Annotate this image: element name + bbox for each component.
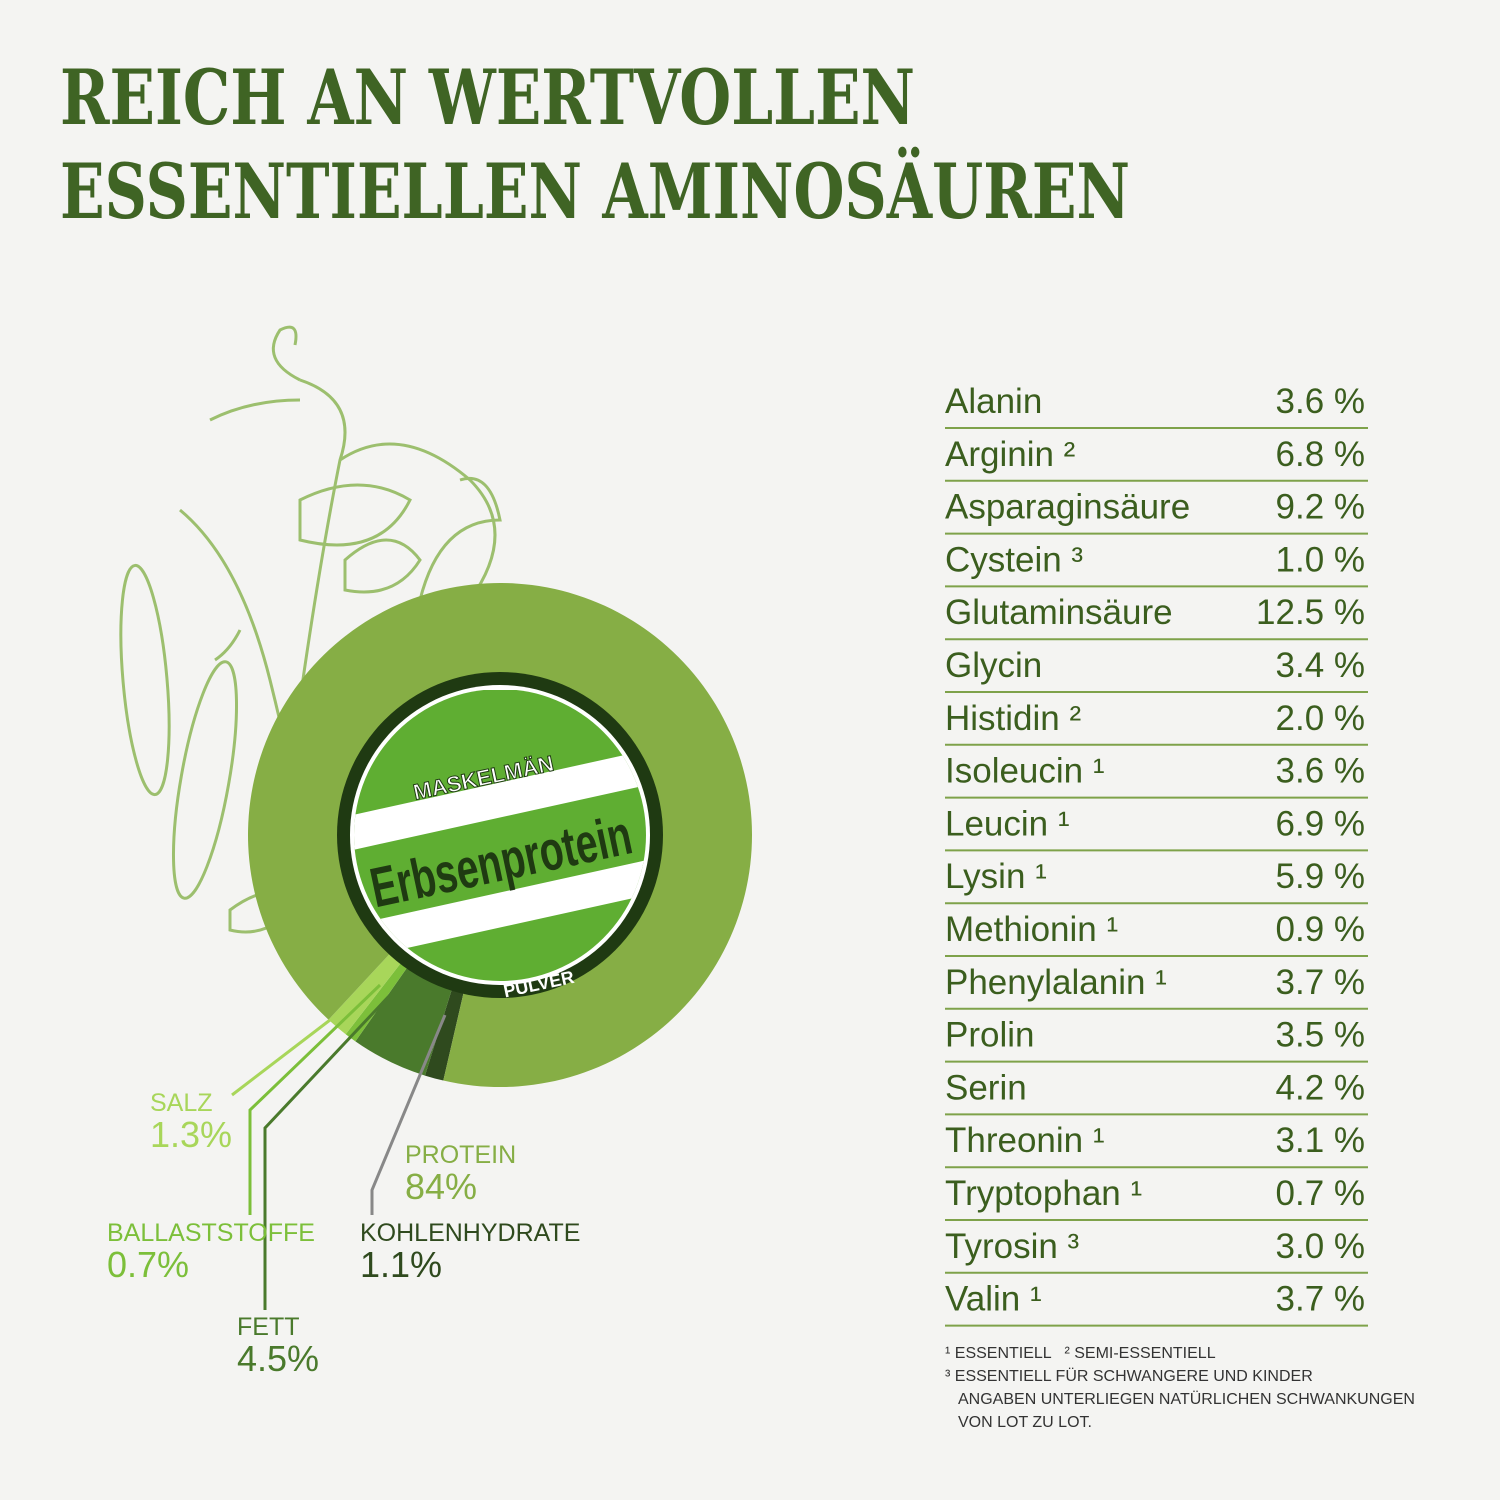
callout-label: SALZ — [150, 1089, 213, 1117]
amino-name: Asparaginsäure — [945, 488, 1190, 527]
footnote: VON LOT ZU LOT. — [958, 1414, 1092, 1431]
amino-name: Lysin ¹ — [945, 857, 1047, 896]
callout-value: 0.7% — [107, 1244, 189, 1285]
amino-value: 1.0 % — [1276, 540, 1366, 579]
amino-value: 3.1 % — [1276, 1121, 1366, 1160]
amino-name: Tyrosin ³ — [945, 1227, 1079, 1266]
pea-illustration — [119, 325, 502, 934]
title-line: REICH AN WERTVOLLEN — [60, 53, 915, 142]
amino-name: Arginin ² — [945, 435, 1075, 474]
amino-value: 3.4 % — [1276, 646, 1366, 685]
callout-value: 84% — [405, 1166, 477, 1207]
amino-value: 3.7 % — [1276, 963, 1366, 1002]
amino-table: Alanin 3.6 % Arginin ² 6.8 % Asparaginsäure 9… — [945, 382, 1368, 1327]
callout-label: KOHLENHYDRATE — [360, 1219, 580, 1247]
amino-name: Glycin — [945, 646, 1042, 685]
amino-value: 6.8 % — [1276, 435, 1366, 474]
amino-name: Phenylalanin ¹ — [945, 963, 1167, 1002]
amino-value: 0.9 % — [1276, 910, 1366, 949]
footnote: ANGABEN UNTERLIEGEN NATÜRLICHEN SCHWANKU… — [958, 1390, 1415, 1408]
amino-name: Tryptophan ¹ — [945, 1174, 1142, 1213]
amino-name: Glutaminsäure — [945, 593, 1173, 632]
amino-value: 3.6 % — [1276, 752, 1366, 791]
amino-value: 4.2 % — [1276, 1068, 1366, 1107]
amino-value: 12.5 % — [1256, 593, 1365, 632]
amino-value: 3.7 % — [1276, 1280, 1366, 1319]
badge: MASKELMÄN Erbsenprotein PULVER — [337, 672, 663, 1001]
amino-name: Alanin — [945, 382, 1042, 421]
amino-value: 9.2 % — [1276, 488, 1366, 527]
callout-value: 1.1% — [360, 1244, 442, 1285]
footnotes: ¹ ESSENTIELL ² SEMI-ESSENTIELL ³ ESSENTIE… — [945, 1345, 1415, 1431]
amino-name: Methionin ¹ — [945, 910, 1118, 949]
amino-value: 3.6 % — [1276, 382, 1366, 421]
amino-name: Prolin — [945, 1016, 1034, 1055]
callout-label: BALLASTSTOFFE — [107, 1219, 315, 1247]
footnote: ³ ESSENTIELL FÜR SCHWANGERE UND KINDER — [945, 1367, 1313, 1385]
amino-name: Histidin ² — [945, 699, 1081, 738]
footnote: ¹ ESSENTIELL ² SEMI-ESSENTIELL — [945, 1345, 1216, 1362]
amino-name: Isoleucin ¹ — [945, 752, 1105, 791]
amino-value: 3.0 % — [1276, 1227, 1366, 1266]
amino-value: 6.9 % — [1276, 804, 1366, 843]
amino-name: Cystein ³ — [945, 540, 1083, 579]
amino-value: 0.7 % — [1276, 1174, 1366, 1213]
callout-label: FETT — [237, 1313, 300, 1341]
amino-name: Threonin ¹ — [945, 1121, 1105, 1160]
callout-value: 1.3% — [150, 1114, 232, 1155]
amino-name: Leucin ¹ — [945, 804, 1070, 843]
amino-value: 5.9 % — [1276, 857, 1366, 896]
amino-value: 2.0 % — [1276, 699, 1366, 738]
callout-label: PROTEIN — [405, 1141, 516, 1169]
callout-value: 4.5% — [237, 1338, 319, 1379]
amino-name: Serin — [945, 1068, 1027, 1107]
amino-value: 3.5 % — [1276, 1016, 1366, 1055]
leader-lines — [231, 983, 447, 1310]
amino-name: Valin ¹ — [945, 1280, 1042, 1319]
title-line: ESSENTIELLEN AMINOSÄUREN — [60, 146, 1130, 236]
